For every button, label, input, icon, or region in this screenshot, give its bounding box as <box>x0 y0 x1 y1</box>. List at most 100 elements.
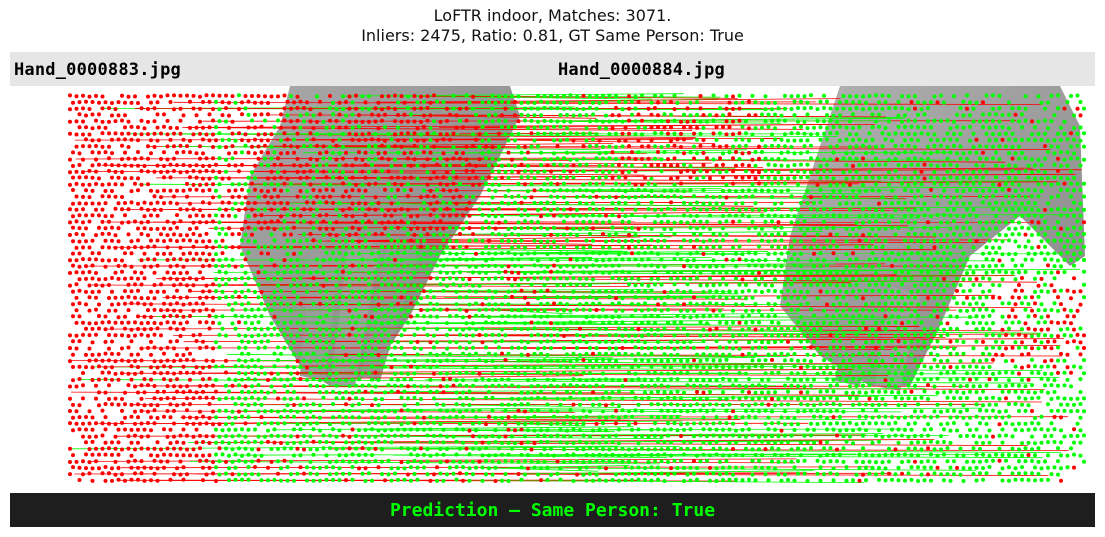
outlier-keypoint <box>214 138 218 143</box>
inlier-keypoint <box>399 269 404 274</box>
outlier-keypoint <box>311 238 316 243</box>
inlier-keypoint <box>471 194 475 199</box>
outlier-keypoint <box>116 315 121 320</box>
outlier-keypoint <box>207 213 212 218</box>
inlier-keypoint <box>1082 106 1086 111</box>
inlier-keypoint <box>1078 238 1083 243</box>
inlier-keypoint <box>1030 207 1034 212</box>
outlier-keypoint <box>181 150 186 154</box>
inlier-keypoint <box>510 232 514 236</box>
inlier-keypoint <box>506 289 511 294</box>
inlier-keypoint <box>285 252 290 256</box>
inlier-keypoint <box>903 201 907 205</box>
inlier-keypoint <box>1075 245 1080 250</box>
inlier-keypoint <box>331 327 335 332</box>
outlier-keypoint <box>409 175 413 180</box>
outlier-keypoint <box>328 232 332 237</box>
outlier-keypoint <box>185 181 189 186</box>
inlier-keypoint <box>243 182 248 187</box>
outlier-keypoint <box>185 144 189 149</box>
outlier-keypoint <box>614 195 618 200</box>
inlier-keypoint <box>328 106 332 111</box>
inlier-keypoint <box>688 100 693 105</box>
outlier-keypoint <box>311 126 316 130</box>
inlier-keypoint <box>604 175 608 180</box>
inlier-keypoint <box>766 175 771 180</box>
inlier-keypoint <box>770 157 774 162</box>
inlier-keypoint <box>477 207 482 212</box>
inlier-keypoint <box>357 302 361 307</box>
inlier-keypoint <box>227 263 231 268</box>
outlier-keypoint <box>126 245 131 250</box>
inlier-keypoint <box>1049 144 1054 149</box>
outlier-keypoint <box>393 144 397 149</box>
outlier-keypoint <box>272 176 277 181</box>
inlier-keypoint <box>217 194 222 199</box>
inlier-keypoint <box>328 144 332 149</box>
inlier-keypoint <box>649 313 654 318</box>
outlier-keypoint <box>373 207 378 212</box>
outlier-keypoint <box>432 93 436 98</box>
inlier-keypoint <box>328 156 332 161</box>
inlier-keypoint <box>952 269 956 274</box>
inlier-keypoint <box>243 282 248 287</box>
inlier-keypoint <box>464 282 469 287</box>
inlier-keypoint <box>841 333 846 338</box>
outlier-keypoint <box>240 227 244 231</box>
inlier-keypoint <box>633 94 638 99</box>
inlier-keypoint <box>334 207 339 212</box>
inlier-keypoint <box>721 189 725 193</box>
inlier-keypoint <box>708 301 712 306</box>
outlier-keypoint <box>997 182 1002 187</box>
inlier-keypoint <box>614 145 618 150</box>
inlier-keypoint <box>737 157 742 161</box>
outlier-keypoint <box>129 163 134 168</box>
inlier-keypoint <box>536 296 540 301</box>
inlier-keypoint <box>1023 94 1028 99</box>
inlier-keypoint <box>861 94 865 99</box>
outlier-keypoint <box>227 151 231 156</box>
inlier-keypoint <box>939 270 943 275</box>
inlier-keypoint <box>942 288 946 293</box>
outlier-keypoint <box>393 107 397 111</box>
outlier-keypoint <box>142 264 147 269</box>
outlier-keypoint <box>425 232 430 237</box>
outlier-keypoint <box>922 176 927 181</box>
inlier-keypoint <box>419 296 423 301</box>
inlier-keypoint <box>594 346 599 351</box>
inlier-keypoint <box>737 208 742 213</box>
outlier-keypoint <box>399 119 404 124</box>
inlier-keypoint <box>880 257 885 262</box>
outlier-keypoint <box>207 201 212 206</box>
outlier-keypoint <box>152 169 157 174</box>
inlier-keypoint <box>396 150 400 155</box>
inlier-keypoint <box>250 118 254 123</box>
inlier-keypoint <box>935 277 940 282</box>
inlier-keypoint <box>640 346 644 351</box>
outlier-keypoint <box>87 333 92 338</box>
inlier-keypoint <box>341 232 345 237</box>
outlier-keypoint <box>94 182 98 186</box>
outlier-keypoint <box>399 207 404 212</box>
inlier-keypoint <box>445 257 449 262</box>
inlier-keypoint <box>718 295 722 299</box>
outlier-keypoint <box>149 302 153 307</box>
inlier-keypoint <box>682 162 686 167</box>
inlier-keypoint <box>269 182 274 187</box>
inlier-keypoint <box>571 226 576 231</box>
outlier-keypoint <box>721 162 725 167</box>
inlier-keypoint <box>971 145 976 150</box>
inlier-keypoint <box>422 326 426 331</box>
outlier-keypoint <box>441 188 446 193</box>
inlier-keypoint <box>948 200 953 205</box>
inlier-keypoint <box>480 276 485 281</box>
outlier-keypoint <box>110 151 114 156</box>
inlier-keypoint <box>588 94 592 99</box>
inlier-keypoint <box>263 244 267 249</box>
inlier-keypoint <box>744 308 748 313</box>
inlier-keypoint <box>217 269 222 274</box>
outlier-keypoint <box>149 327 153 331</box>
outlier-keypoint <box>139 182 144 187</box>
inlier-keypoint <box>711 118 716 123</box>
inlier-keypoint <box>565 112 569 117</box>
